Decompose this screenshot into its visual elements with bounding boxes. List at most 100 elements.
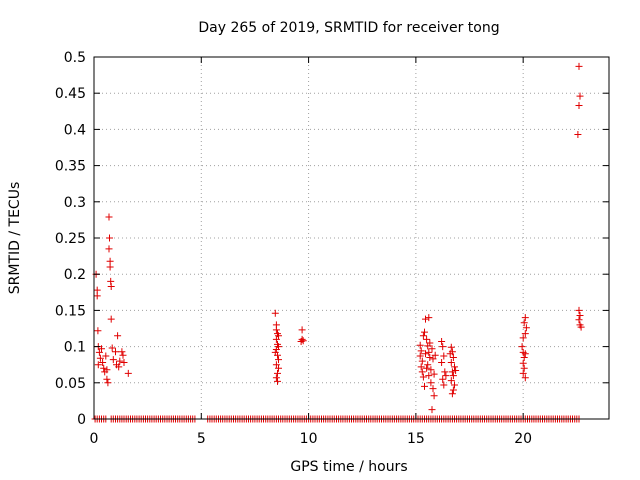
data-point	[521, 374, 529, 382]
data-point	[274, 377, 281, 385]
data-point	[521, 314, 529, 322]
y-tick-label: 0.5	[64, 50, 86, 66]
data-point	[448, 390, 456, 398]
y-axis-label: SRMTID / TECUs	[7, 182, 23, 295]
data-point	[440, 352, 448, 360]
data-point	[520, 364, 528, 372]
data-point	[419, 332, 427, 340]
x-tick-label: 5	[197, 431, 206, 447]
data-point	[427, 366, 435, 374]
data-point	[421, 328, 428, 336]
data-point	[425, 348, 433, 356]
data-point	[98, 345, 105, 353]
data-point	[522, 324, 530, 332]
data-point	[430, 370, 438, 378]
data-point	[112, 348, 119, 356]
data-point	[105, 213, 113, 221]
data-point	[577, 323, 585, 331]
data-point	[452, 367, 460, 374]
data-point	[106, 263, 114, 271]
data-point	[106, 234, 113, 242]
data-point	[120, 359, 128, 366]
data-point	[575, 316, 583, 324]
x-tick-label: 10	[300, 431, 318, 447]
data-point	[576, 92, 584, 100]
data-point	[447, 343, 455, 351]
data-point	[430, 392, 438, 400]
data-point	[417, 363, 425, 371]
data-point	[275, 343, 282, 351]
data-point	[439, 375, 447, 383]
y-tick-label: 0.1	[64, 340, 86, 356]
data-point	[114, 332, 122, 340]
data-point	[575, 62, 583, 70]
data-point	[521, 350, 529, 358]
data-point	[441, 368, 449, 376]
y-tick-label: 0.25	[55, 231, 86, 247]
data-point	[119, 351, 127, 359]
data-point	[418, 368, 426, 376]
data-point	[275, 332, 282, 340]
data-point	[423, 335, 431, 343]
data-point	[94, 361, 102, 369]
data-point	[272, 374, 280, 382]
data-point	[428, 345, 436, 353]
data-point	[104, 379, 112, 387]
data-point	[447, 377, 455, 385]
ticks: 0 0.05 0.1 0.15 0.2 0.25 0.3 0.35 0.4 0.45 0.5 0 5 10…	[55, 50, 609, 447]
chart-title: Day 265 of 2019, SRMTID for receiver ton…	[198, 20, 499, 36]
data-point	[115, 363, 123, 371]
data-point	[275, 364, 282, 372]
data-point	[449, 372, 457, 380]
data-point	[427, 379, 435, 387]
data-point	[94, 327, 102, 335]
data-point	[520, 319, 528, 327]
data-point	[416, 352, 424, 360]
data-point	[425, 372, 433, 380]
data-point	[423, 364, 431, 372]
data-point	[425, 314, 433, 322]
data-point	[518, 343, 526, 351]
data-point	[417, 347, 425, 355]
data-point	[271, 348, 279, 356]
data-point	[428, 406, 436, 414]
data-point	[438, 338, 446, 345]
data-point	[124, 369, 132, 377]
y-tick-label: 0.05	[55, 376, 86, 392]
data-point	[424, 361, 432, 369]
data-point	[272, 326, 280, 334]
data-point	[449, 386, 457, 394]
data-point	[271, 309, 279, 317]
x-axis-label: GPS time / hours	[290, 459, 407, 475]
data-point	[272, 335, 280, 343]
data-point	[574, 131, 582, 138]
x-tick-label: 20	[514, 431, 532, 447]
data-point	[429, 385, 437, 393]
data-point	[102, 352, 110, 360]
data-point	[419, 373, 427, 381]
data-point	[274, 369, 281, 377]
data-point	[95, 348, 103, 356]
data-point	[297, 338, 305, 345]
data-point	[99, 359, 107, 366]
data-point	[429, 355, 437, 363]
y-tick-label: 0.45	[55, 86, 86, 102]
y-tick-label: 0.4	[64, 122, 86, 138]
data-point	[93, 292, 101, 300]
y-tick-label: 0.35	[55, 159, 86, 175]
data-point	[107, 283, 115, 290]
data-point	[96, 354, 104, 362]
data-point	[103, 366, 111, 374]
data-point	[422, 315, 429, 323]
data-point	[105, 245, 113, 253]
data-point	[107, 315, 115, 323]
data-point	[442, 372, 450, 380]
data-point	[108, 344, 116, 352]
data-point	[575, 102, 583, 109]
data-point	[575, 306, 583, 314]
data-point	[576, 312, 584, 319]
data-point	[103, 375, 111, 383]
data-point	[447, 359, 455, 366]
